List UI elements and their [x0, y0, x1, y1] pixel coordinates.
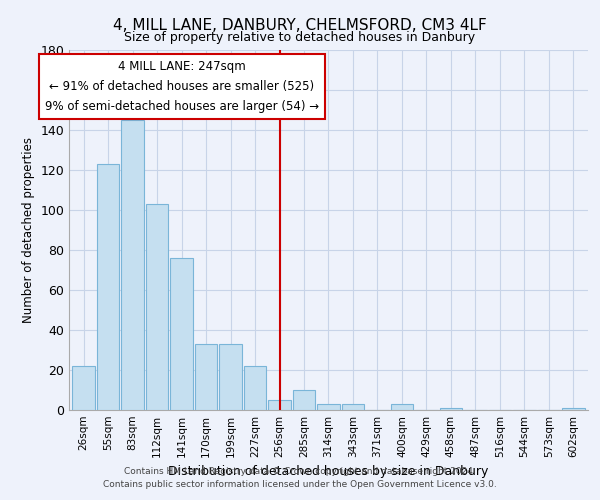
Bar: [195, 344, 217, 410]
Bar: [440, 408, 462, 410]
Text: 4, MILL LANE, DANBURY, CHELMSFORD, CM3 4LF: 4, MILL LANE, DANBURY, CHELMSFORD, CM3 4…: [113, 18, 487, 32]
Bar: [244, 366, 266, 410]
Bar: [268, 400, 291, 410]
Bar: [73, 366, 95, 410]
Bar: [220, 344, 242, 410]
X-axis label: Distribution of detached houses by size in Danbury: Distribution of detached houses by size …: [169, 466, 488, 478]
Bar: [97, 164, 119, 410]
Bar: [391, 404, 413, 410]
Bar: [146, 204, 169, 410]
Bar: [170, 258, 193, 410]
Y-axis label: Number of detached properties: Number of detached properties: [22, 137, 35, 323]
Bar: [293, 390, 315, 410]
Text: Size of property relative to detached houses in Danbury: Size of property relative to detached ho…: [124, 31, 476, 44]
Bar: [342, 404, 364, 410]
Text: 4 MILL LANE: 247sqm
← 91% of detached houses are smaller (525)
9% of semi-detach: 4 MILL LANE: 247sqm ← 91% of detached ho…: [44, 60, 319, 113]
Text: Contains HM Land Registry data © Crown copyright and database right 2024.
Contai: Contains HM Land Registry data © Crown c…: [103, 468, 497, 489]
Bar: [317, 404, 340, 410]
Bar: [121, 120, 144, 410]
Bar: [562, 408, 584, 410]
